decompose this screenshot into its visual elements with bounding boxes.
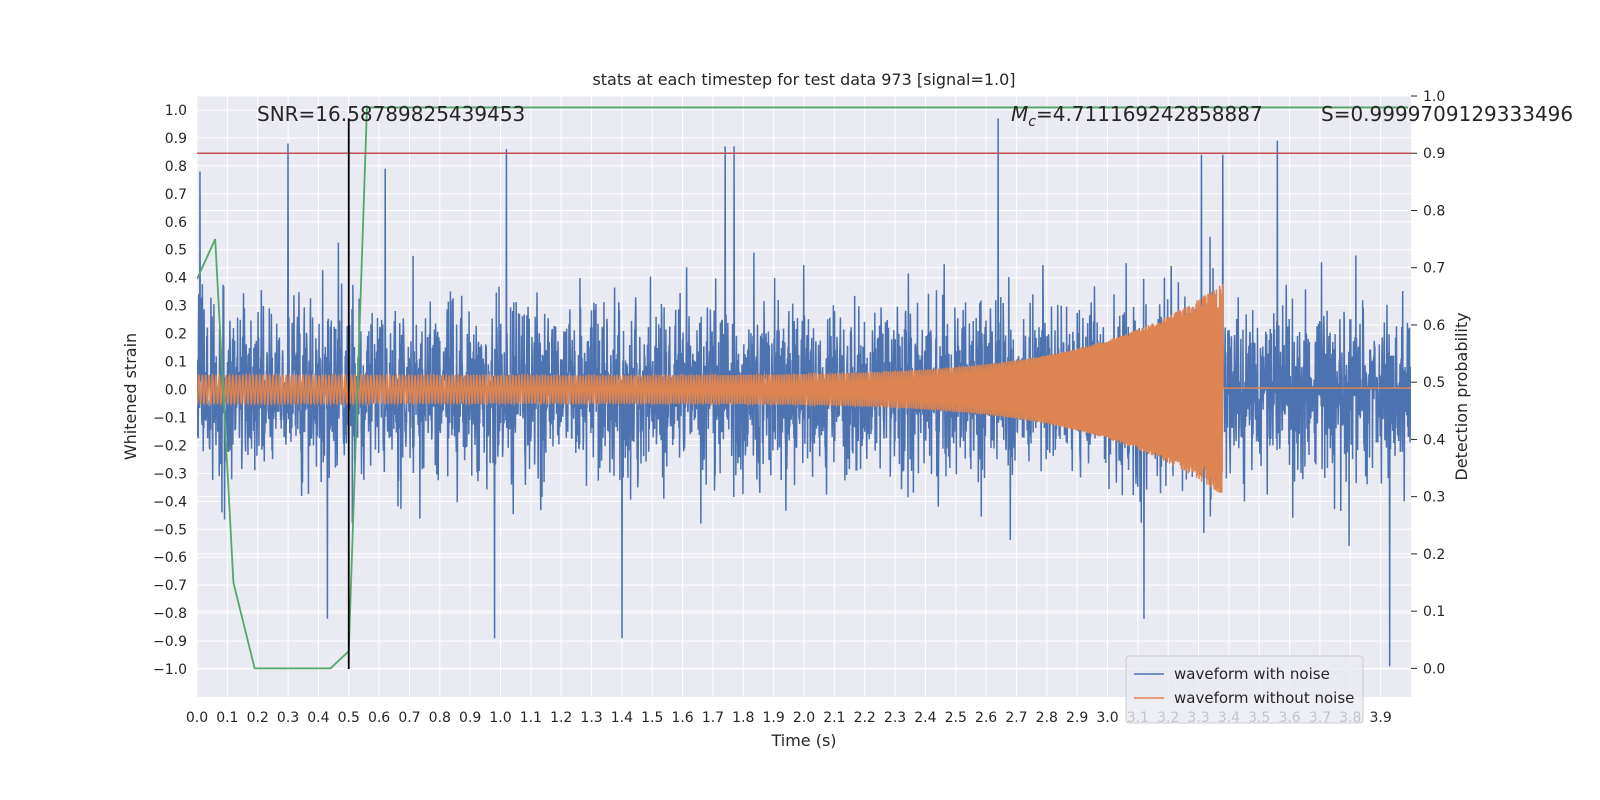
y-tick-label: 0.4: [165, 271, 187, 287]
y-tick-label: −0.4: [153, 494, 187, 510]
x-tick-label: 1.2: [550, 710, 572, 726]
x-tick-label: 0.2: [247, 710, 269, 726]
y2-tick-label: 0.8: [1423, 203, 1445, 219]
x-tick-label: 0.1: [216, 710, 238, 726]
y-tick-label: 0.5: [165, 243, 187, 259]
x-tick-label: 1.9: [763, 710, 785, 726]
y2-tick-label: 0.2: [1423, 547, 1445, 563]
y-tick-label: 0.2: [165, 327, 187, 343]
x-tick-label: 2.5: [945, 710, 967, 726]
snr-annotation: SNR=16.58789825439453: [257, 102, 525, 126]
x-tick-label: 0.5: [338, 710, 360, 726]
series-waveform-without-noise: [197, 283, 1411, 493]
x-tick-label: 1.5: [641, 710, 663, 726]
y-tick-label: 0.7: [165, 187, 187, 203]
y2-tick-label: 1.0: [1423, 89, 1445, 105]
legend-box: [1125, 655, 1364, 724]
x-tick-label: 0.6: [368, 710, 390, 726]
y2-tick-label: 0.3: [1423, 490, 1445, 506]
x-tick-label: 2.4: [914, 710, 936, 726]
x-tick-label: 0.4: [307, 710, 329, 726]
mc-symbol: M: [1011, 102, 1028, 126]
line-detection-probability: [197, 106, 1408, 670]
x-tick-label: 2.8: [1036, 710, 1058, 726]
y-tick-label: −0.2: [153, 438, 187, 454]
mc-value: =4.711169242858887: [1036, 102, 1263, 126]
x-tick-label: 3.0: [1096, 710, 1118, 726]
y-tick-label: −0.7: [153, 578, 187, 594]
y-tick-label: 1.0: [165, 103, 187, 119]
y-tick-label: −0.3: [153, 466, 187, 482]
x-tick-label: 1.7: [702, 710, 724, 726]
x-tick-label: 1.0: [489, 710, 511, 726]
x-tick-label: 2.7: [1005, 710, 1027, 726]
x-tick-label: 2.1: [823, 710, 845, 726]
chirp-mass-annotation: Mc=4.711169242858887: [1011, 102, 1263, 130]
x-tick-label: 1.3: [580, 710, 602, 726]
y-tick-label: 0.6: [165, 215, 187, 231]
x-tick-label: 2.0: [793, 710, 815, 726]
series-detection-probability: [197, 106, 1408, 670]
y2-tick-label: 0.6: [1423, 318, 1445, 334]
s-annotation: S=0.9999709129333496: [1321, 102, 1573, 126]
x-tick-label: 0.8: [429, 710, 451, 726]
x-tick-label: 0.7: [398, 710, 420, 726]
y-tick-label: 0.9: [165, 131, 187, 147]
y-tick-label: −0.6: [153, 550, 187, 566]
legend-label-noise: waveform with noise: [1174, 665, 1330, 683]
x-tick-label: 1.1: [520, 710, 542, 726]
y-tick-label: −0.1: [153, 410, 187, 426]
reference-lines: [197, 118, 1411, 670]
y-tick-label: 0.3: [165, 299, 187, 315]
y2-tick-label: 0.0: [1423, 661, 1445, 677]
y2-tick-label: 0.9: [1423, 146, 1445, 162]
y2-tick-label: 0.1: [1423, 604, 1445, 620]
x-tick-label: 3.9: [1370, 710, 1392, 726]
y2-tick-label: 0.4: [1423, 432, 1445, 448]
y-tick-label: 0.8: [165, 159, 187, 175]
y2-tick-label: 0.5: [1423, 375, 1445, 391]
chart-title: stats at each timestep for test data 973…: [592, 70, 1015, 89]
line-waveform-without-noise: [197, 283, 1411, 493]
x-tick-label: 1.8: [732, 710, 754, 726]
x-tick-label: 2.9: [1066, 710, 1088, 726]
x-axis-label: Time (s): [770, 731, 836, 750]
y-tick-label: 0.0: [165, 383, 187, 399]
x-tick-label: 2.2: [854, 710, 876, 726]
x-tick-label: 1.6: [671, 710, 693, 726]
legend-label-clean: waveform without noise: [1174, 689, 1354, 707]
y-tick-label: −0.5: [153, 522, 187, 538]
y-tick-label: 0.1: [165, 355, 187, 371]
y-tick-label: −0.9: [153, 634, 187, 650]
y-axis-label: Whitened strain: [121, 333, 140, 460]
x-tick-label: 0.0: [186, 710, 208, 726]
x-tick-label: 0.9: [459, 710, 481, 726]
legend: waveform with noise waveform without noi…: [1125, 655, 1364, 724]
y2-tick-label: 0.7: [1423, 261, 1445, 277]
y-tick-label: −0.8: [153, 606, 187, 622]
y-tick-label: −1.0: [153, 662, 187, 678]
x-tick-label: 1.4: [611, 710, 633, 726]
mc-subscript: c: [1028, 114, 1036, 130]
x-tick-label: 0.3: [277, 710, 299, 726]
y2-axis-label: Detection probability: [1452, 312, 1471, 480]
x-tick-label: 2.3: [884, 710, 906, 726]
x-tick-label: 2.6: [975, 710, 997, 726]
